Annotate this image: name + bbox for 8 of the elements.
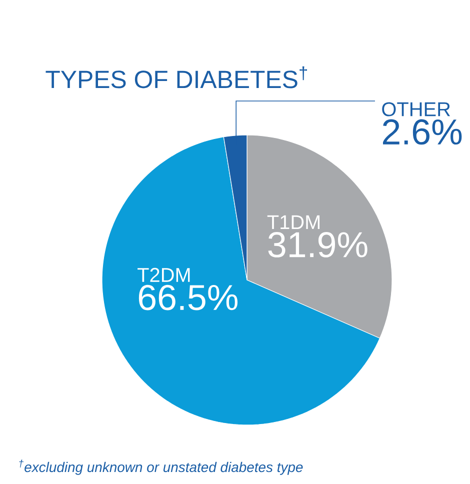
slice-label: OTHER (382, 102, 450, 116)
data-label: 2.6% (382, 119, 462, 145)
slice-label: T2DM (138, 268, 190, 282)
data-label: 66.5% (138, 284, 238, 310)
chart-title: TYPES OF DIABETES$^{†}$ (46, 66, 307, 88)
text: $^{†}$excluding unknown or unstated diabetes type (19, 460, 303, 475)
data-label: 31.9% (268, 232, 368, 258)
slice-label: T1DM (267, 215, 320, 230)
